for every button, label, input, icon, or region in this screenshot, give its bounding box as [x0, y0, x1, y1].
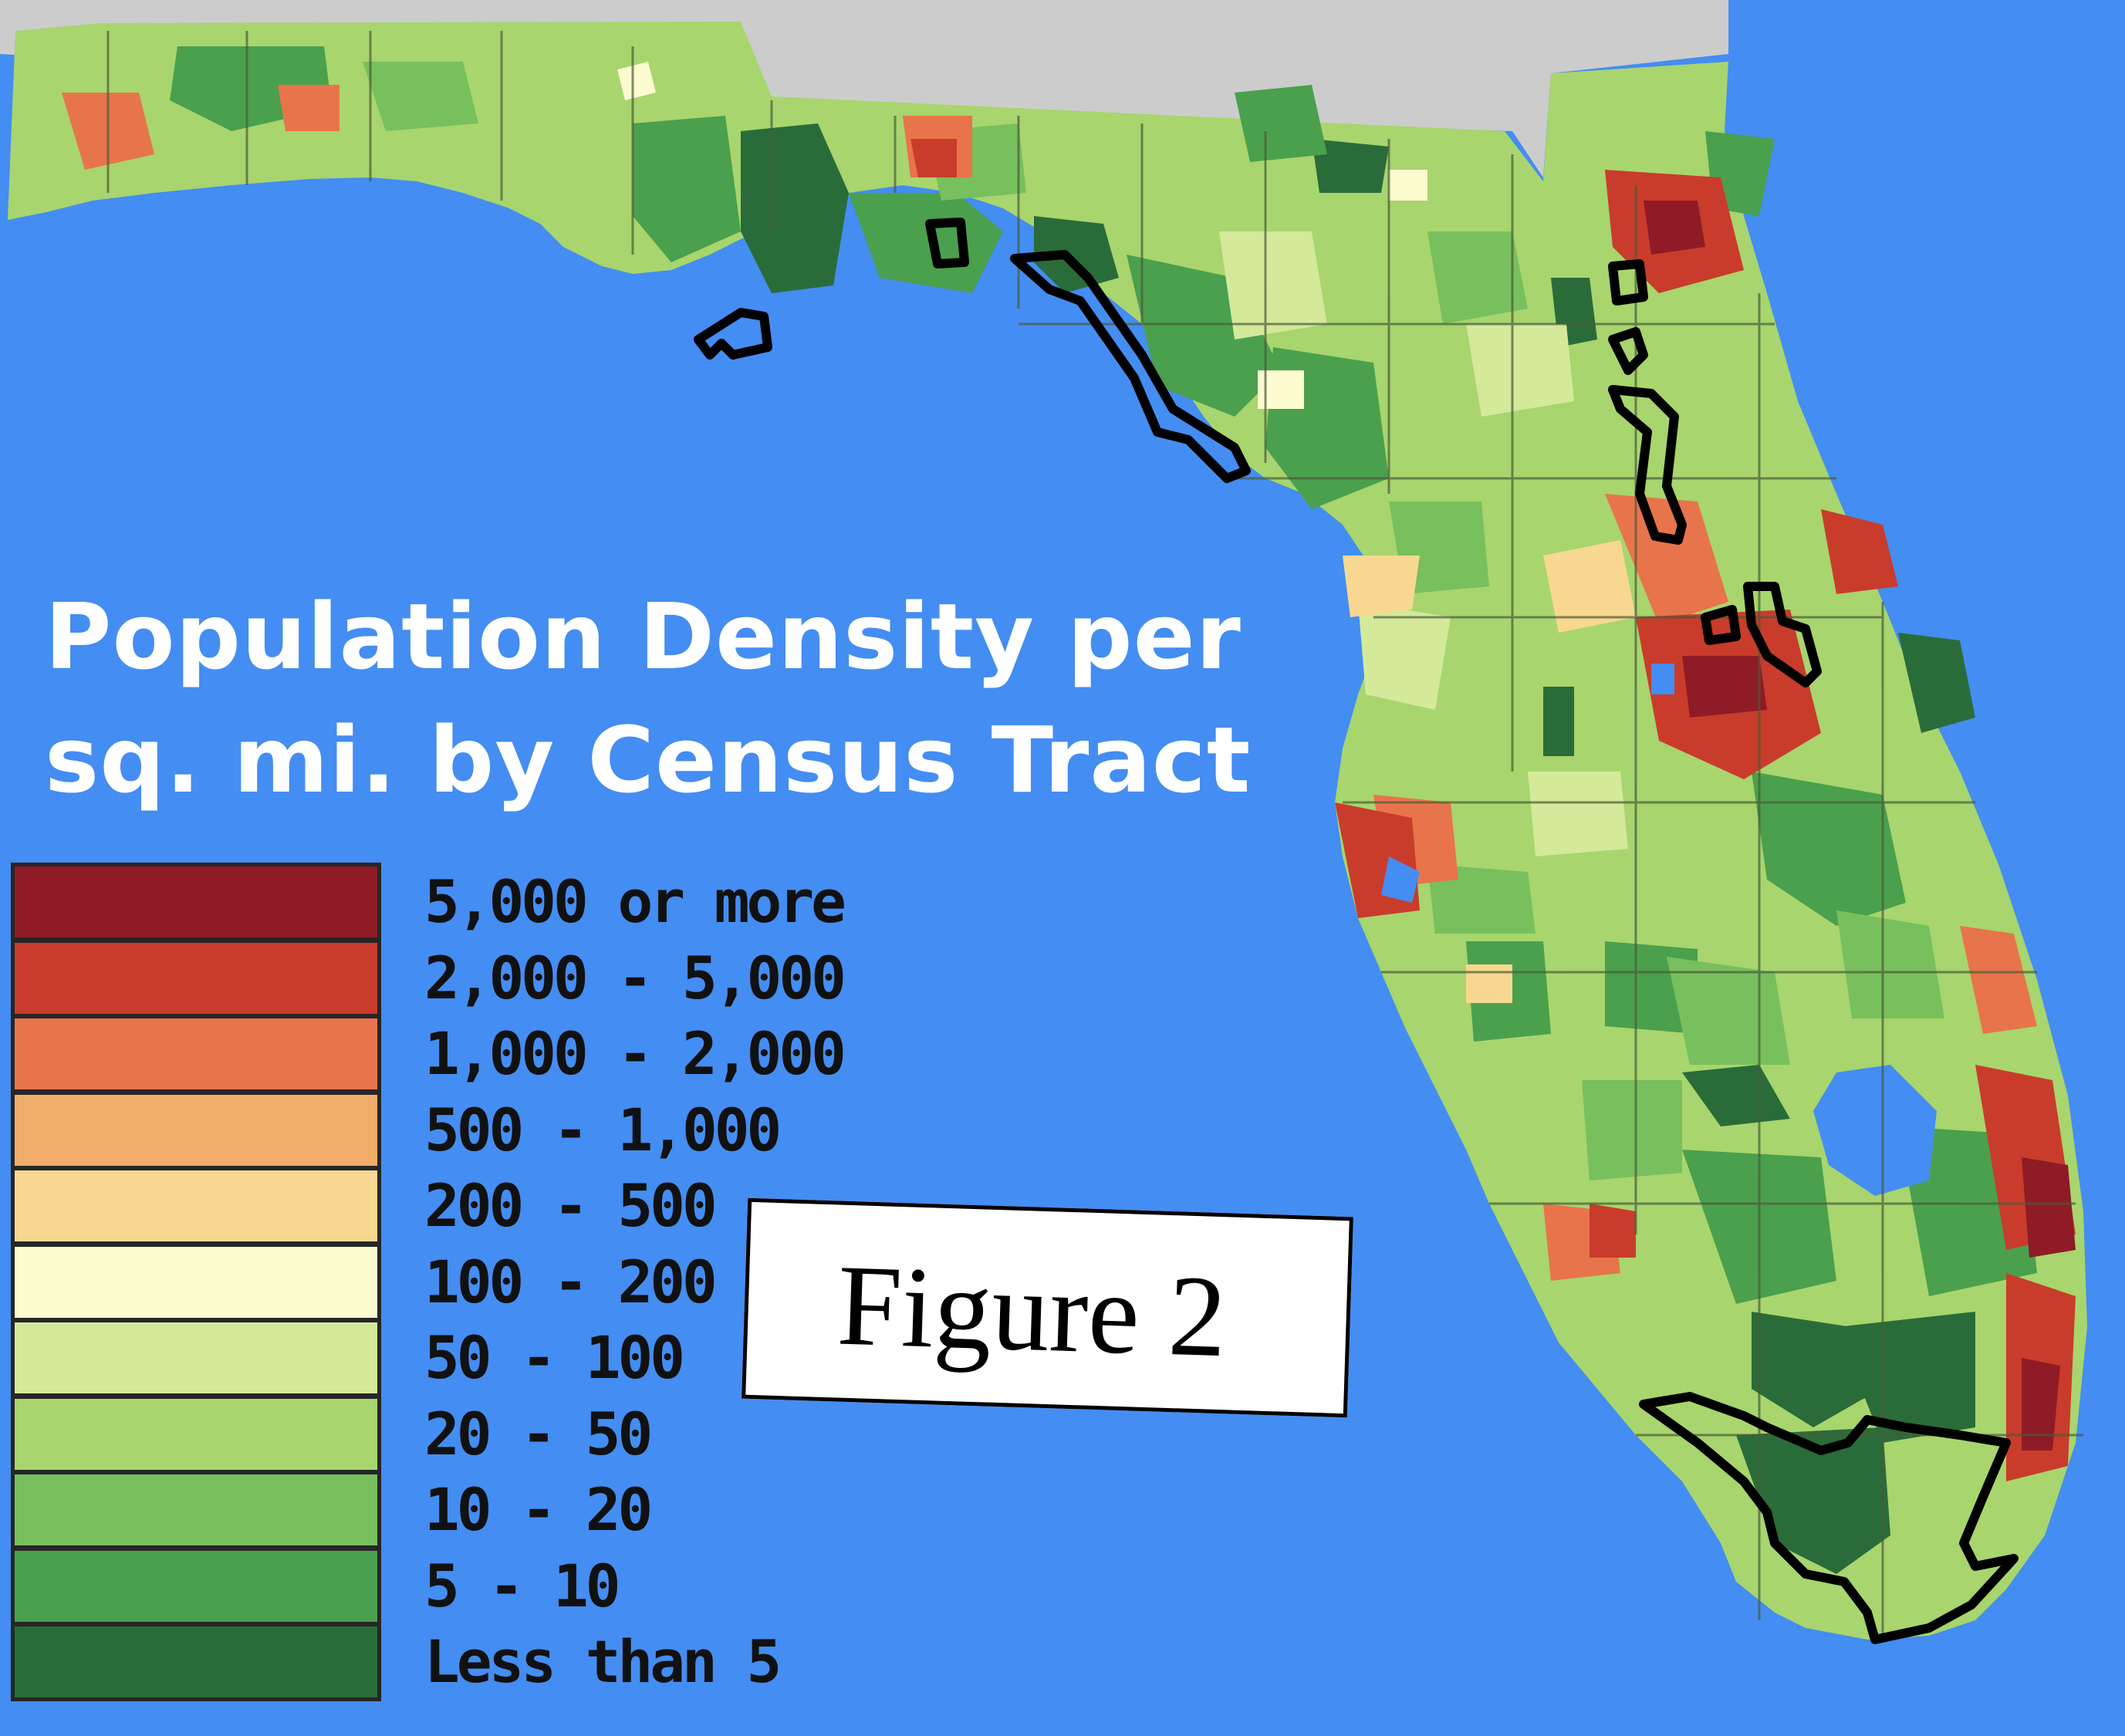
highlight-outlines	[694, 218, 2019, 1644]
outline-northeast-a	[1608, 259, 1648, 306]
density-orange-patches	[62, 85, 2037, 1281]
outline-central-a	[1701, 605, 1741, 645]
legend-label: 50 - 100	[424, 1323, 685, 1392]
legend-label: 5 - 10	[424, 1551, 621, 1620]
legend-swatch	[11, 1394, 381, 1474]
legend-swatch	[11, 938, 381, 1018]
outline-northeast-b	[1608, 327, 1648, 375]
legend-swatch	[11, 863, 381, 941]
legend-label: 100 - 200	[424, 1247, 718, 1316]
outline-everglades	[1639, 1392, 2019, 1644]
map-title: Population Density per sq. mi. by Census…	[45, 575, 1252, 822]
legend-swatch	[11, 1471, 381, 1549]
legend-swatch	[11, 1167, 381, 1245]
density-tan-patches	[1343, 540, 1636, 1003]
density-cream-patches	[617, 62, 1427, 409]
density-medium-green-patches	[170, 46, 2037, 1304]
legend-label: 20 - 50	[424, 1399, 653, 1468]
legend-label: Less than 5	[424, 1627, 782, 1696]
density-darkred-patches	[1644, 201, 2076, 1451]
lakes	[1381, 664, 1937, 1196]
legend-swatch	[11, 1090, 381, 1170]
legend-swatch	[11, 1623, 381, 1701]
legend-label: 5,000 or more	[424, 867, 846, 936]
density-pale-patches	[1219, 231, 1628, 856]
outline-northeast-c	[1608, 385, 1687, 545]
legend-label: 2,000 - 5,000	[424, 943, 846, 1012]
outline-panhandle-west	[694, 308, 772, 360]
legend-label: 500 - 1,000	[424, 1095, 782, 1164]
map-title-line-1: Population Density per	[45, 583, 1242, 690]
legend-label: 200 - 500	[424, 1171, 718, 1240]
figure-label-box: Figure 2	[742, 1197, 1353, 1418]
outline-central-b	[1743, 582, 1822, 687]
legend-swatch	[11, 1242, 381, 1322]
legend-label: 10 - 20	[424, 1475, 653, 1544]
legend-label: 1,000 - 2,000	[424, 1019, 846, 1088]
legend-swatch	[11, 1015, 381, 1093]
outline-panhandle-small	[925, 218, 969, 269]
figure-label: Figure 2	[835, 1241, 1228, 1382]
legend-swatch	[11, 1546, 381, 1626]
lake-okeechobee	[1813, 1065, 1937, 1196]
map-title-line-2: sq. mi. by Census Tract	[45, 707, 1252, 813]
outline-big-bend	[1010, 250, 1251, 483]
legend-swatch	[11, 1319, 381, 1397]
